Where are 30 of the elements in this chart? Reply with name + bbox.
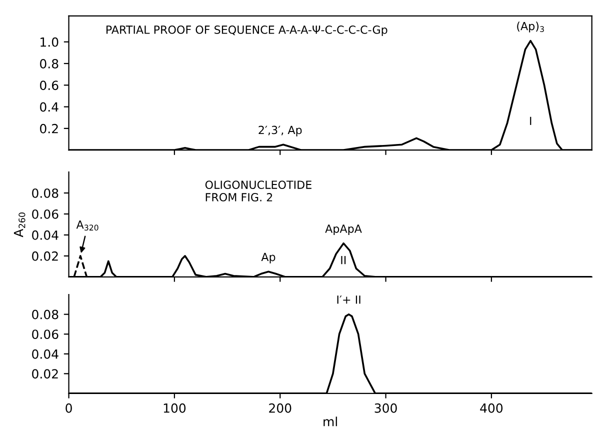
y-tick-label: 0.08 bbox=[32, 310, 58, 320]
y-tick-label: 0.02 bbox=[32, 369, 58, 379]
x-tick-label: 200 bbox=[269, 403, 292, 413]
annotation: I′+ II bbox=[337, 296, 360, 304]
text: OLIGONUCLEOTIDE FROM FIG. 2 bbox=[205, 180, 312, 202]
y-tick-label: 0.4 bbox=[40, 102, 58, 112]
annotation: A$_{320}$ bbox=[76, 220, 98, 231]
y-tick-label: 0.04 bbox=[32, 230, 58, 240]
annotation: I bbox=[530, 116, 532, 125]
annotation: ApApA bbox=[325, 224, 362, 236]
annotation: II bbox=[341, 256, 346, 264]
y-tick-label: 1.0 bbox=[40, 37, 58, 47]
y-tick-label: 0.04 bbox=[32, 349, 58, 359]
y-tick-label: 0.06 bbox=[32, 330, 58, 340]
y-tick-label: 0.08 bbox=[32, 188, 58, 198]
y-tick-label: 0.06 bbox=[32, 209, 58, 219]
y-tick-label: 0.2 bbox=[40, 124, 58, 134]
text: PARTIAL PROOF OF SEQUENCE A-A-A-Ψ-C-C-C-C-Gp bbox=[106, 25, 388, 36]
annotation: (Ap)$_{3}$ bbox=[517, 22, 544, 32]
x-tick-label: 100 bbox=[164, 403, 186, 413]
y-tick-label: 0.02 bbox=[32, 251, 58, 261]
x-tick-label: 400 bbox=[480, 403, 503, 413]
y-axis-title: A$_{260}$ bbox=[14, 212, 26, 238]
annotation: Ap bbox=[261, 252, 276, 264]
annotation: 2′,3′, Ap bbox=[258, 126, 302, 136]
y-tick-label: 0.8 bbox=[40, 58, 58, 68]
x-axis-title: ml bbox=[324, 416, 337, 426]
x-tick-label: 0 bbox=[66, 403, 72, 413]
y-tick-label: 0.6 bbox=[40, 80, 58, 90]
x-tick-label: 300 bbox=[374, 403, 397, 413]
